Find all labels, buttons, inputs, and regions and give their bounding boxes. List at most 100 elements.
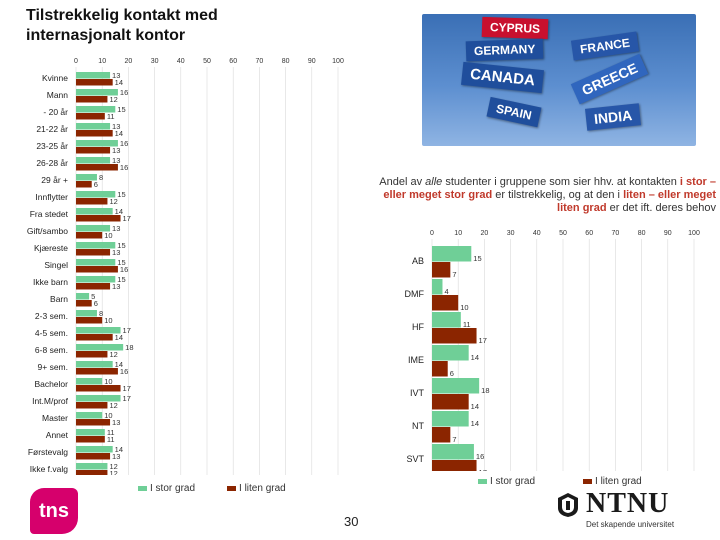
- photo-sign: SPAIN: [486, 96, 542, 128]
- x-tick-label: 80: [282, 58, 290, 65]
- bar-liten: [432, 295, 459, 311]
- data-label: 13: [112, 418, 120, 427]
- x-tick-label: 20: [125, 58, 133, 65]
- x-tick-label: 10: [454, 230, 462, 237]
- data-label: 10: [104, 231, 112, 240]
- category-label: IVT: [410, 388, 425, 398]
- slide-title: Tilstrekkelig kontakt med internasjonalt…: [26, 7, 218, 44]
- ntnu-emblem-icon: [558, 493, 578, 517]
- data-label: 15: [117, 258, 125, 267]
- data-label: 13: [112, 282, 120, 291]
- bar-stor: [432, 246, 472, 262]
- bar-stor: [76, 208, 113, 215]
- data-label: 5: [91, 292, 95, 301]
- data-label: 4: [444, 287, 448, 296]
- bar-stor: [76, 361, 113, 368]
- data-label: 18: [481, 386, 489, 395]
- photo-sign: CYPRUS: [481, 16, 549, 40]
- data-label: 7: [452, 435, 456, 444]
- legend-swatch-stor: [138, 486, 147, 491]
- bar-liten: [76, 96, 108, 103]
- category-label: AB: [412, 256, 424, 266]
- bar-liten: [432, 460, 477, 471]
- legend-left: I stor grad I liten grad: [138, 483, 286, 494]
- x-tick-label: 30: [507, 230, 515, 237]
- bar-stor: [432, 411, 469, 427]
- data-label: 13: [112, 122, 120, 131]
- x-tick-label: 50: [203, 58, 211, 65]
- x-tick-label: 90: [308, 58, 316, 65]
- bar-liten: [76, 368, 118, 375]
- bar-liten: [76, 266, 118, 273]
- photo-sign: FRANCE: [570, 31, 640, 61]
- annotation-text: Andel av: [379, 176, 426, 188]
- data-label: 12: [109, 469, 117, 475]
- bar-liten: [76, 147, 111, 154]
- category-label: Mann: [47, 90, 69, 100]
- bar-liten: [76, 79, 113, 86]
- data-label: 14: [115, 78, 123, 87]
- data-label: 8: [99, 173, 103, 182]
- data-label: 6: [94, 299, 98, 308]
- category-label: Innflytter: [35, 192, 68, 202]
- bar-liten: [76, 113, 105, 120]
- page-number: 30: [344, 514, 359, 529]
- bar-liten: [432, 328, 477, 344]
- bar-stor: [76, 344, 124, 351]
- category-label: 2-3 sem.: [35, 311, 68, 321]
- legend-label-stor: I stor grad: [490, 476, 536, 487]
- category-label: Ikke f.valg: [30, 464, 69, 474]
- data-label: 13: [112, 156, 120, 165]
- category-label: Int.M/prof: [32, 396, 69, 406]
- data-label: 16: [120, 265, 128, 274]
- x-tick-label: 30: [151, 58, 159, 65]
- category-label: Barn: [50, 294, 68, 304]
- bar-liten: [76, 181, 92, 188]
- bar-stor: [76, 378, 103, 385]
- x-tick-label: 90: [664, 230, 672, 237]
- data-label: 13: [112, 146, 120, 155]
- bar-liten: [76, 249, 111, 256]
- data-label: 16: [120, 88, 128, 97]
- ntnu-wordmark: NTNU: [586, 488, 670, 519]
- x-tick-label: 0: [430, 230, 434, 237]
- data-label: 17: [123, 214, 131, 223]
- data-label: 13: [112, 452, 120, 461]
- bar-liten: [432, 262, 451, 278]
- bar-liten: [432, 394, 469, 410]
- data-label: 16: [476, 452, 484, 461]
- data-label: 14: [471, 353, 479, 362]
- bar-stor: [76, 412, 103, 419]
- bar-liten: [76, 164, 118, 171]
- data-label: 14: [115, 207, 123, 216]
- category-label: 29 år +: [41, 175, 68, 185]
- data-label: 15: [117, 105, 125, 114]
- bar-liten: [432, 361, 448, 377]
- bar-liten: [76, 419, 111, 426]
- category-label: Fra stedet: [30, 209, 69, 219]
- photo-sign: CANADA: [461, 61, 544, 94]
- photo-sign: GERMANY: [465, 38, 544, 62]
- data-label: 7: [452, 270, 456, 279]
- category-label: 21-22 år: [36, 124, 68, 134]
- legend-swatch-stor: [478, 479, 487, 484]
- data-label: 17: [123, 326, 131, 335]
- data-label: 12: [109, 95, 117, 104]
- data-label: 12: [109, 197, 117, 206]
- bar-stor: [432, 279, 443, 295]
- category-label: DMF: [405, 289, 425, 299]
- legend-label-stor: I stor grad: [150, 483, 196, 494]
- data-label: 10: [460, 303, 468, 312]
- x-tick-label: 100: [688, 230, 700, 237]
- data-label: 13: [112, 248, 120, 257]
- bar-liten: [76, 470, 108, 475]
- data-label: 6: [94, 180, 98, 189]
- bar-stor: [76, 123, 111, 130]
- x-tick-label: 10: [98, 58, 106, 65]
- bar-liten: [76, 283, 111, 290]
- bar-stor: [76, 259, 116, 266]
- x-tick-label: 0: [74, 58, 78, 65]
- data-label: 16: [120, 367, 128, 376]
- category-label: 23-25 år: [36, 141, 68, 151]
